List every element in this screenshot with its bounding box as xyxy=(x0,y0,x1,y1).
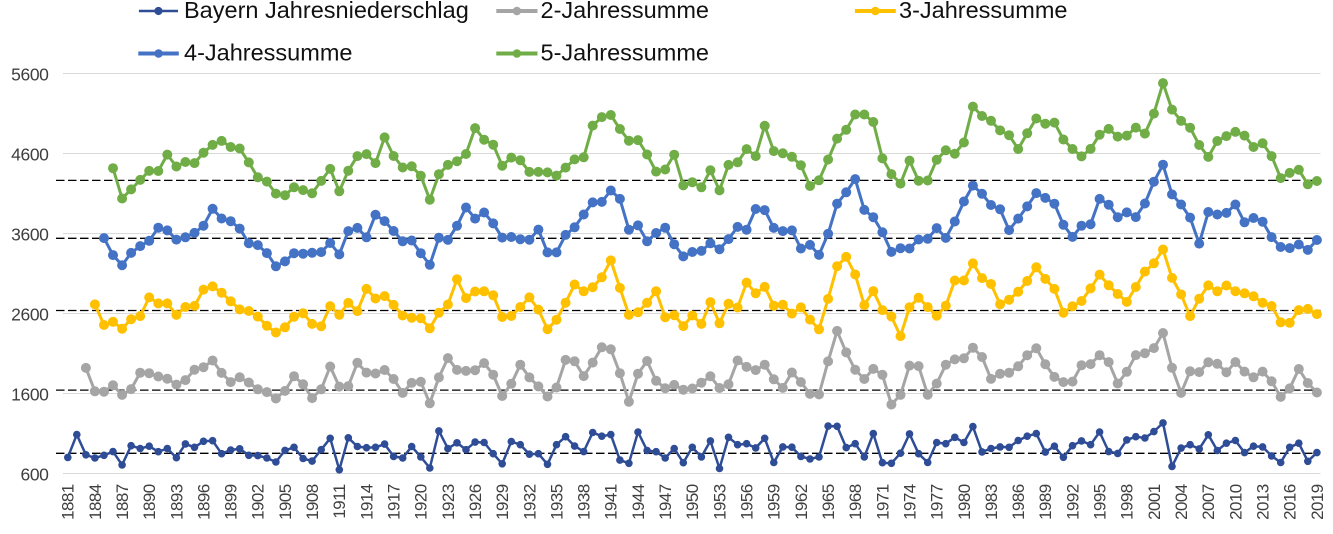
svg-text:1914: 1914 xyxy=(357,484,376,520)
svg-text:1944: 1944 xyxy=(629,484,648,520)
svg-text:1980: 1980 xyxy=(955,484,974,520)
svg-text:4-Jahressumme: 4-Jahressumme xyxy=(184,40,352,66)
svg-text:1920: 1920 xyxy=(412,484,431,520)
svg-text:1983: 1983 xyxy=(982,484,1001,520)
svg-text:1887: 1887 xyxy=(113,484,132,520)
svg-text:1947: 1947 xyxy=(656,484,675,520)
svg-text:Bayern Jahresniederschlag: Bayern Jahresniederschlag xyxy=(184,0,469,23)
svg-text:1950: 1950 xyxy=(683,484,702,520)
svg-text:1923: 1923 xyxy=(439,484,458,520)
svg-text:1905: 1905 xyxy=(276,484,295,520)
svg-text:2001: 2001 xyxy=(1145,484,1164,520)
svg-text:1896: 1896 xyxy=(194,484,213,520)
svg-text:2007: 2007 xyxy=(1199,484,1218,520)
svg-text:1986: 1986 xyxy=(1009,484,1028,520)
svg-text:1902: 1902 xyxy=(249,484,268,520)
svg-text:1989: 1989 xyxy=(1036,484,1055,520)
svg-text:3-Jahressumme: 3-Jahressumme xyxy=(899,0,1067,23)
svg-text:1890: 1890 xyxy=(140,484,159,520)
svg-text:2010: 2010 xyxy=(1226,484,1245,520)
svg-text:1974: 1974 xyxy=(900,484,919,520)
svg-text:1600: 1600 xyxy=(11,385,49,405)
svg-text:1893: 1893 xyxy=(167,484,186,520)
svg-text:1998: 1998 xyxy=(1118,484,1137,520)
svg-text:4600: 4600 xyxy=(11,145,49,165)
svg-text:1995: 1995 xyxy=(1091,484,1110,520)
svg-text:1932: 1932 xyxy=(520,484,539,520)
svg-text:2019: 2019 xyxy=(1308,484,1327,520)
svg-text:1971: 1971 xyxy=(873,484,892,520)
svg-text:1968: 1968 xyxy=(846,484,865,520)
svg-text:5600: 5600 xyxy=(11,65,49,85)
svg-text:1941: 1941 xyxy=(602,484,621,520)
svg-text:600: 600 xyxy=(21,465,50,485)
svg-text:1953: 1953 xyxy=(710,484,729,520)
svg-text:2600: 2600 xyxy=(11,305,49,325)
svg-text:1977: 1977 xyxy=(928,484,947,520)
svg-text:1881: 1881 xyxy=(59,484,78,520)
svg-text:1929: 1929 xyxy=(493,484,512,520)
svg-text:1992: 1992 xyxy=(1063,484,1082,520)
svg-text:2016: 2016 xyxy=(1281,484,1300,520)
svg-text:1884: 1884 xyxy=(86,484,105,520)
svg-text:1962: 1962 xyxy=(792,484,811,520)
svg-text:5-Jahressumme: 5-Jahressumme xyxy=(541,40,709,66)
svg-text:2013: 2013 xyxy=(1254,484,1273,520)
svg-text:3600: 3600 xyxy=(11,225,49,245)
svg-text:1956: 1956 xyxy=(738,484,757,520)
svg-text:1908: 1908 xyxy=(303,484,322,520)
svg-text:1938: 1938 xyxy=(575,484,594,520)
svg-text:2004: 2004 xyxy=(1172,484,1191,520)
svg-text:1911: 1911 xyxy=(330,484,349,518)
svg-text:2-Jahressumme: 2-Jahressumme xyxy=(541,0,709,23)
svg-text:1917: 1917 xyxy=(385,484,404,520)
svg-text:1965: 1965 xyxy=(819,484,838,520)
svg-text:1899: 1899 xyxy=(222,484,241,520)
svg-text:1935: 1935 xyxy=(547,484,566,520)
svg-text:1926: 1926 xyxy=(466,484,485,520)
svg-text:1959: 1959 xyxy=(765,484,784,520)
